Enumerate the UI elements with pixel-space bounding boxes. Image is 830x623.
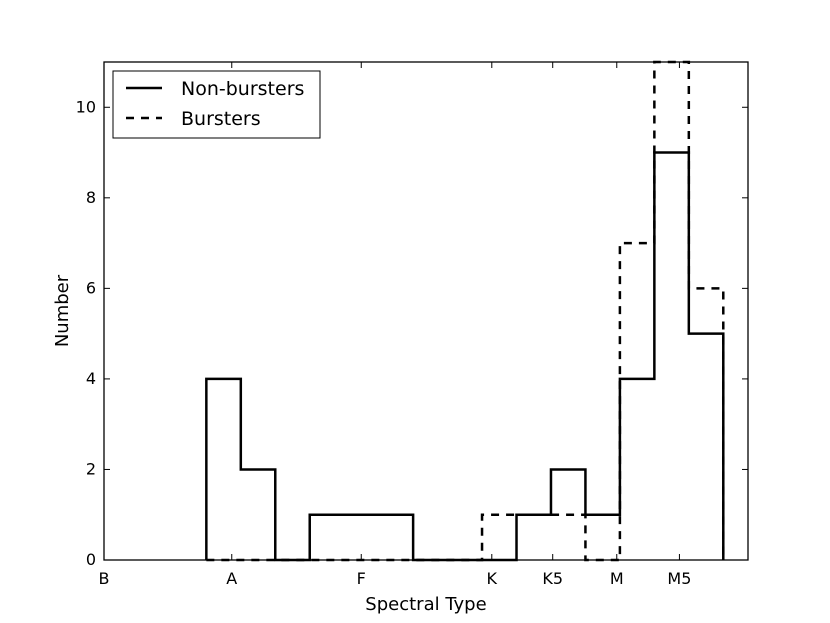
y-tick-label: 2 [86,459,96,478]
axis-ticks: B A F K K5 M M5 0 2 4 6 8 10 [76,62,748,588]
legend-box [112,70,321,139]
series-step-non-bursters [205,151,725,562]
x-axis-label: Spectral Type [365,594,486,615]
y-tick-label: 0 [86,550,96,569]
legend: Non-bursters Bursters [112,70,321,139]
y-tick-label: 8 [86,188,96,207]
x-tick-label: A [226,569,237,588]
x-tick-label: M5 [667,569,691,588]
y-axis-label: Number [52,274,73,347]
x-tick-label: F [357,569,366,588]
series-step-bursters [206,60,725,562]
x-tick-label: B [99,569,110,588]
x-tick-label: K5 [542,569,563,588]
histogram-series [205,60,725,562]
x-tick-label: K [487,569,498,588]
x-tick-label: M [610,569,624,588]
y-tick-label: 4 [86,369,96,388]
legend-label-non-bursters: Non-bursters [181,78,304,100]
y-tick-label: 6 [86,278,96,297]
y-tick-label: 10 [76,97,96,116]
legend-label-bursters: Bursters [181,108,261,130]
